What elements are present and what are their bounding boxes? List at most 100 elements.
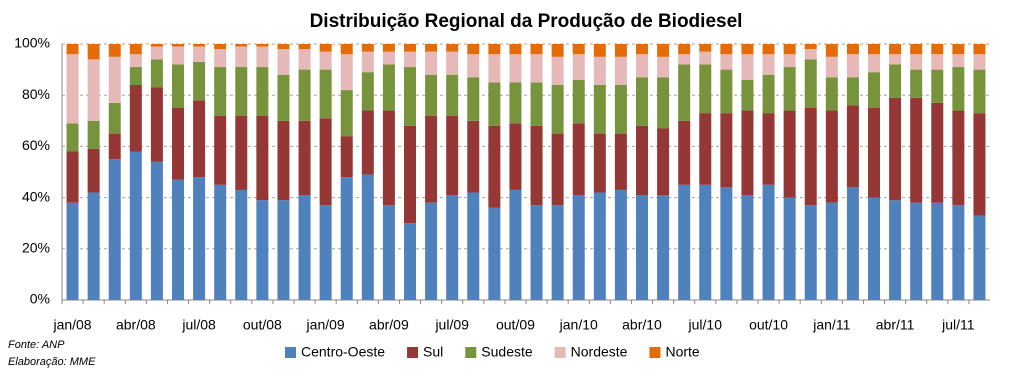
y-tick-label: 0% — [30, 291, 50, 307]
bar-segment — [614, 84, 627, 134]
bar-segment — [720, 44, 733, 55]
bar-segment — [931, 202, 944, 300]
x-tick-label: abr/11 — [876, 317, 915, 333]
bar-segment — [129, 67, 142, 85]
bar-segment — [446, 115, 459, 196]
bar-segment — [530, 125, 543, 206]
bar-segment — [825, 110, 838, 203]
bar-segment — [172, 108, 184, 180]
bar-segment — [467, 44, 480, 55]
bar-segment — [910, 54, 923, 70]
bar-segment — [193, 46, 206, 62]
bar-segment — [846, 54, 859, 78]
bar-segment — [783, 67, 796, 111]
bar-segment — [87, 59, 100, 121]
bar-segment — [804, 205, 817, 300]
bar-segment — [172, 179, 184, 300]
bar-segment — [446, 74, 459, 116]
bar-segment — [108, 44, 121, 57]
y-tick-label: 40% — [22, 188, 50, 204]
bar-segment — [678, 120, 691, 185]
bar-segment — [404, 223, 416, 300]
bar-segment — [889, 97, 902, 201]
bar-segment — [214, 44, 227, 50]
bar-segment — [87, 148, 100, 193]
bar-segment — [108, 133, 121, 160]
bar-segment — [108, 56, 121, 103]
bar-segment — [446, 195, 459, 300]
bar-segment — [657, 128, 670, 196]
bar-segment — [910, 97, 923, 203]
bar-segment — [488, 125, 501, 208]
bar-segment — [361, 110, 374, 175]
bar-segment — [804, 59, 817, 108]
bar-segment — [636, 125, 648, 196]
bar-segment — [488, 207, 501, 300]
bar-segment — [868, 54, 880, 73]
bar-segment — [446, 51, 459, 75]
bar-segment — [87, 44, 100, 60]
bar-segment — [488, 82, 501, 126]
bar-segment — [952, 54, 965, 68]
bar-segment — [235, 189, 248, 300]
bar-segment — [193, 177, 206, 300]
bar-segment — [319, 44, 332, 52]
bar-segment — [846, 44, 859, 55]
bar-segment — [509, 44, 522, 55]
bar-segment — [636, 54, 648, 78]
bar-segment — [741, 110, 754, 196]
bar-segment — [614, 189, 627, 300]
bar-segment — [425, 202, 438, 300]
bar-segment — [66, 123, 79, 152]
bar-segment — [720, 54, 733, 70]
bar-segment — [256, 67, 269, 116]
bar-segment — [509, 54, 522, 83]
y-tick-label: 20% — [22, 240, 50, 256]
bar-segment — [846, 105, 859, 188]
x-tick-label: out/08 — [243, 317, 282, 333]
x-tick-label: jul/09 — [434, 317, 469, 333]
bar-segment — [277, 49, 290, 75]
bar-segment — [762, 184, 775, 300]
bar-segment — [129, 44, 142, 55]
bar-segment — [319, 205, 332, 300]
bar-segment — [741, 44, 754, 55]
bar-segment — [530, 44, 543, 55]
y-tick-label: 100% — [14, 35, 50, 51]
y-tick-label: 80% — [22, 86, 50, 102]
bar-segment — [657, 77, 670, 129]
bar-segment — [931, 102, 944, 203]
bar-segment — [741, 195, 754, 300]
bar-segment — [868, 44, 880, 55]
bar-segment — [678, 54, 691, 65]
bar-segment — [150, 46, 163, 60]
x-tick-label: out/10 — [749, 317, 788, 333]
bar-segment — [762, 113, 775, 185]
bar-segment — [129, 151, 142, 300]
bar-segment — [551, 44, 564, 57]
bar-segment — [425, 115, 438, 203]
bar-segment — [783, 110, 796, 198]
bar-segment — [762, 54, 775, 75]
bar-segment — [340, 177, 353, 300]
x-tick-label: jan/10 — [559, 317, 598, 333]
bar-segment — [467, 77, 480, 121]
bar-segment — [446, 44, 459, 52]
bar-segment — [699, 51, 712, 65]
bar-segment — [467, 120, 480, 193]
bar-segment — [593, 44, 606, 57]
bar-segment — [509, 123, 522, 190]
bar-segment — [172, 46, 184, 65]
bar-segment — [150, 161, 163, 300]
bar-segment — [783, 54, 796, 68]
bar-segment — [404, 44, 416, 52]
bar-segment — [593, 192, 606, 300]
bar-segment — [425, 44, 438, 52]
bar-segment — [868, 197, 880, 300]
bar-segment — [319, 118, 332, 206]
x-tick-label: jan/09 — [306, 317, 345, 333]
bar-segment — [720, 69, 733, 114]
bar-segment — [467, 54, 480, 78]
bar-segment — [572, 195, 585, 300]
